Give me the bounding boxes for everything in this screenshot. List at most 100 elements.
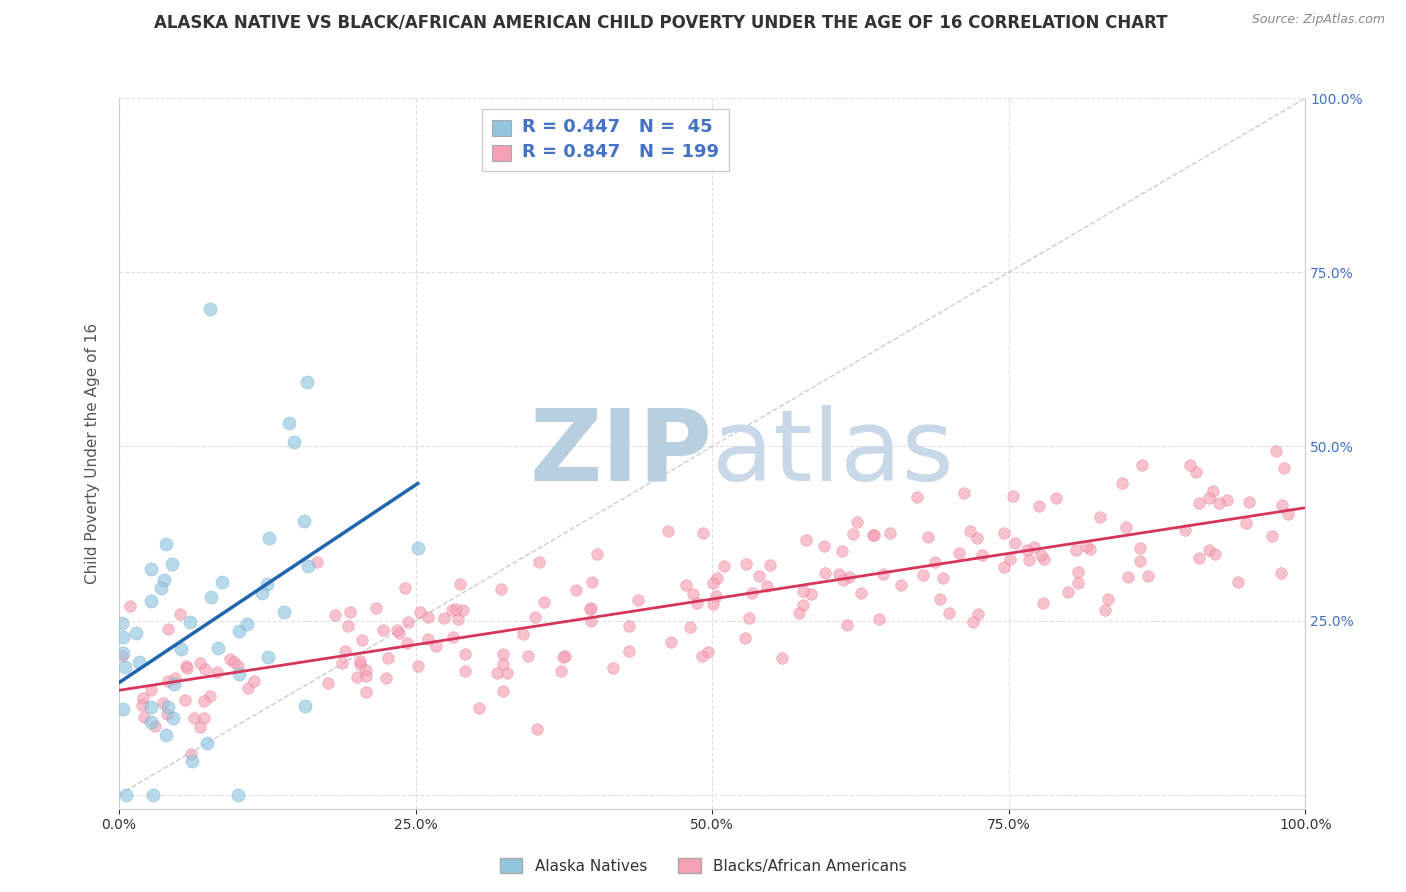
- Point: [527, 554, 550, 568]
- Point: [139, 715, 162, 730]
- Point: [890, 578, 912, 592]
- Point: [425, 639, 447, 653]
- Point: [406, 658, 429, 673]
- Point: [181, 755, 204, 769]
- Point: [337, 619, 360, 633]
- Point: [932, 571, 955, 585]
- Point: [581, 615, 603, 629]
- Point: [174, 659, 197, 673]
- Point: [111, 701, 134, 715]
- Point: [1064, 543, 1087, 558]
- Point: [323, 607, 346, 622]
- Point: [156, 623, 179, 637]
- Point: [1132, 458, 1154, 472]
- Point: [252, 585, 274, 599]
- Point: [581, 574, 603, 589]
- Point: [1004, 536, 1026, 550]
- Point: [702, 597, 724, 611]
- Point: [1187, 496, 1209, 510]
- Point: [125, 625, 148, 640]
- Point: [278, 416, 301, 430]
- Point: [468, 701, 491, 715]
- Point: [339, 605, 361, 619]
- Point: [143, 718, 166, 732]
- Point: [1018, 553, 1040, 567]
- Point: [356, 668, 378, 682]
- Point: [872, 566, 894, 581]
- Point: [659, 635, 682, 649]
- Point: [114, 788, 136, 802]
- Point: [307, 555, 329, 569]
- Point: [831, 544, 853, 558]
- Point: [1226, 574, 1249, 589]
- Point: [1208, 495, 1230, 509]
- Legend: R = 0.447   N =  45, R = 0.847   N = 199: R = 0.447 N = 45, R = 0.847 N = 199: [482, 109, 728, 171]
- Point: [163, 676, 186, 690]
- Point: [489, 582, 512, 596]
- Point: [692, 525, 714, 540]
- Point: [993, 525, 1015, 540]
- Point: [139, 561, 162, 575]
- Point: [704, 589, 727, 603]
- Point: [354, 685, 377, 699]
- Point: [349, 654, 371, 668]
- Point: [207, 665, 229, 680]
- Text: ALASKA NATIVE VS BLACK/AFRICAN AMERICAN CHILD POVERTY UNDER THE AGE OF 16 CORREL: ALASKA NATIVE VS BLACK/AFRICAN AMERICAN …: [155, 13, 1167, 31]
- Point: [131, 698, 153, 712]
- Point: [1136, 569, 1159, 583]
- Point: [155, 728, 177, 742]
- Point: [1271, 498, 1294, 512]
- Point: [1270, 566, 1292, 580]
- Point: [155, 537, 177, 551]
- Point: [295, 375, 318, 389]
- Point: [1067, 576, 1090, 591]
- Point: [759, 558, 782, 573]
- Point: [156, 674, 179, 689]
- Point: [335, 643, 357, 657]
- Point: [1277, 508, 1299, 522]
- Point: [142, 788, 165, 802]
- Point: [222, 655, 245, 669]
- Point: [787, 606, 810, 620]
- Point: [388, 626, 411, 640]
- Point: [180, 747, 202, 761]
- Point: [1116, 570, 1139, 584]
- Text: ZIP: ZIP: [529, 405, 713, 502]
- Point: [679, 619, 702, 633]
- Point: [1237, 495, 1260, 509]
- Point: [627, 593, 650, 607]
- Point: [831, 573, 853, 587]
- Point: [416, 632, 439, 646]
- Point: [1115, 519, 1137, 533]
- Point: [149, 582, 172, 596]
- Point: [748, 569, 770, 583]
- Point: [1185, 465, 1208, 479]
- Point: [111, 615, 134, 630]
- Point: [228, 667, 250, 681]
- Point: [132, 710, 155, 724]
- Point: [917, 530, 939, 544]
- Point: [256, 577, 278, 591]
- Point: [492, 648, 515, 662]
- Point: [912, 567, 935, 582]
- Point: [447, 612, 470, 626]
- Point: [1078, 541, 1101, 556]
- Point: [800, 587, 823, 601]
- Point: [152, 573, 174, 587]
- Point: [863, 528, 886, 542]
- Point: [170, 641, 193, 656]
- Point: [366, 601, 388, 615]
- Point: [1032, 551, 1054, 566]
- Point: [862, 528, 884, 542]
- Point: [454, 665, 477, 679]
- Point: [734, 557, 756, 571]
- Point: [492, 683, 515, 698]
- Point: [114, 659, 136, 673]
- Point: [195, 736, 218, 750]
- Point: [226, 658, 249, 673]
- Point: [1067, 565, 1090, 579]
- Point: [188, 657, 211, 671]
- Point: [579, 601, 602, 615]
- Point: [838, 570, 860, 584]
- Point: [517, 648, 540, 663]
